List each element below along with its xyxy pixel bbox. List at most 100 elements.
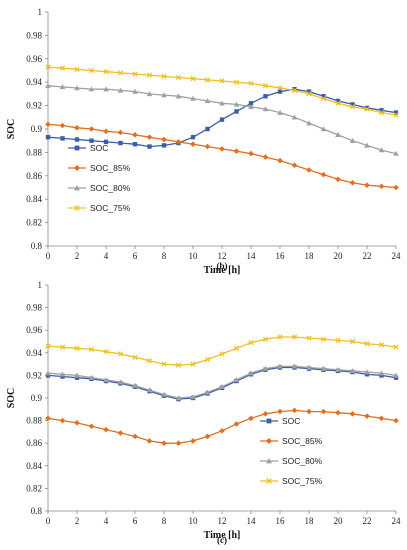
x-tick-label: 16: [276, 516, 286, 526]
series-soc-75-: [45, 64, 399, 118]
data-point: [364, 372, 370, 377]
data-point: [233, 421, 240, 427]
data-point: [59, 84, 66, 90]
y-tick-label: 1: [38, 280, 43, 290]
data-point: [161, 440, 167, 446]
y-tick-label: 0.94: [26, 77, 42, 87]
x-tick-label: 16: [276, 251, 286, 261]
x-tick-label: 6: [133, 516, 138, 526]
y-tick-label: 0.84: [26, 194, 42, 204]
data-point: [306, 408, 312, 415]
data-point: [248, 150, 254, 157]
x-tick-label: 20: [334, 516, 344, 526]
y-tick-label: 1: [38, 7, 43, 17]
data-point: [117, 430, 124, 436]
data-point: [204, 389, 211, 395]
x-tick-label: 0: [46, 516, 51, 526]
series-soc-85-: [45, 121, 399, 191]
series-line: [47, 66, 397, 116]
data-point: [190, 361, 196, 367]
x-tick-label: 12: [218, 516, 227, 526]
data-point: [190, 141, 196, 148]
data-point: [262, 411, 269, 417]
legend-entry: SOC_75%: [90, 203, 131, 213]
data-point: [364, 106, 370, 112]
legend-entry: SOC_80%: [90, 183, 131, 193]
y-tick-label: 0.82: [26, 483, 42, 493]
y-tick-label: 0.88: [26, 416, 42, 426]
x-tick-label: 24: [392, 251, 402, 261]
y-tick-label: 0.88: [26, 147, 42, 157]
data-point: [103, 426, 109, 433]
data-point: [291, 363, 298, 369]
data-point: [248, 103, 254, 109]
data-point: [161, 136, 167, 143]
x-tick-label: 18: [305, 251, 315, 261]
x-tick-label: 10: [189, 516, 199, 526]
data-point: [335, 176, 341, 183]
data-point: [175, 139, 182, 145]
data-point: [262, 154, 269, 160]
data-point: [262, 365, 269, 371]
data-point: [117, 70, 124, 76]
series-line: [47, 366, 397, 400]
chart-c: 0.80.820.840.860.880.90.920.940.960.9810…: [6, 280, 401, 545]
chart-b: 0.80.820.840.860.880.90.920.940.960.9810…: [6, 7, 401, 276]
legend-marker: [74, 145, 80, 151]
data-point: [45, 82, 51, 88]
data-point: [393, 150, 399, 156]
data-point: [233, 101, 240, 107]
series-soc-85-: [45, 407, 399, 446]
data-point: [161, 92, 167, 98]
x-tick-label: 22: [363, 516, 372, 526]
data-point: [349, 180, 356, 186]
data-point: [59, 122, 66, 129]
data-point: [175, 395, 182, 401]
data-point: [378, 147, 385, 153]
data-point: [74, 85, 80, 91]
data-point: [175, 440, 182, 446]
series-soc-75-: [45, 334, 399, 368]
y-tick-label: 0.84: [26, 461, 42, 471]
data-point: [45, 121, 51, 128]
y-tick-label: 0.96: [26, 54, 42, 64]
data-point: [393, 417, 399, 424]
x-tick-label: 20: [334, 251, 344, 261]
data-point: [60, 136, 65, 141]
data-point: [263, 94, 268, 99]
data-point: [320, 408, 327, 415]
legend-entry: SOC_80%: [282, 456, 323, 466]
data-point: [74, 372, 80, 378]
x-tick-label: 12: [218, 251, 227, 261]
data-point: [146, 438, 153, 444]
data-point: [321, 94, 326, 99]
data-point: [291, 87, 298, 94]
panel-caption: (c): [217, 535, 227, 545]
x-tick-label: 0: [46, 251, 51, 261]
legend-marker: [266, 458, 272, 464]
series-soc: [45, 87, 399, 149]
data-point: [291, 334, 298, 340]
data-point: [350, 102, 355, 107]
data-point: [88, 67, 95, 74]
series-line: [47, 336, 397, 366]
data-point: [161, 361, 167, 367]
y-tick-label: 0.9: [31, 124, 43, 134]
data-point: [393, 344, 399, 350]
data-point: [349, 338, 356, 345]
data-point: [378, 109, 385, 116]
data-point: [103, 86, 109, 92]
x-tick-label: 8: [162, 251, 167, 261]
data-point: [320, 365, 327, 371]
data-point: [132, 382, 138, 388]
data-point: [378, 183, 385, 190]
data-point: [132, 132, 138, 138]
legend-marker: [266, 418, 272, 424]
x-tick-label: 24: [392, 516, 402, 526]
data-point: [103, 377, 109, 383]
data-point: [132, 433, 138, 440]
data-point: [88, 374, 95, 380]
data-point: [45, 370, 51, 376]
data-point: [219, 78, 225, 84]
y-tick-label: 0.98: [26, 303, 42, 313]
